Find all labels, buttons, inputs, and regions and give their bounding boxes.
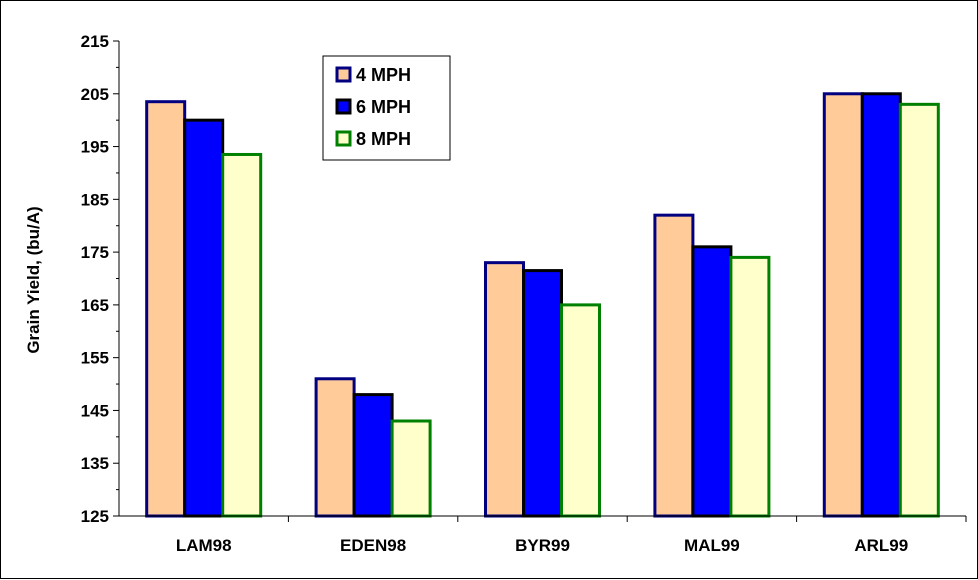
bar-4-mph-arl99 (822, 92, 864, 518)
legend-label: 6 MPH (356, 97, 411, 117)
y-tick-label: 215 (81, 32, 109, 51)
bar-6-mph-lam98 (183, 118, 225, 518)
y-tick-label: 205 (81, 85, 109, 104)
bar-4-mph-eden98 (314, 377, 356, 518)
y-axis-ticks: 125 135 145 155 165 175 185 195 205 215 (81, 32, 119, 526)
x-tick-label: ARL99 (854, 536, 908, 555)
bar-8-mph-mal99 (729, 255, 771, 518)
legend-swatch-6-mph (335, 98, 352, 115)
bar-8-mph-arl99 (898, 102, 940, 518)
bar-8-mph-eden98 (390, 419, 432, 518)
x-tick-label: BYR99 (515, 536, 570, 555)
legend-swatch-8-mph (335, 130, 352, 147)
bar-4-mph-byr99 (484, 261, 525, 518)
x-tick-label: MAL99 (684, 536, 740, 555)
bar-8-mph-lam98 (221, 152, 263, 518)
bar-8-mph-byr99 (560, 303, 601, 518)
y-tick-label: 155 (81, 349, 109, 368)
y-tick-label: 135 (81, 454, 109, 473)
x-tick-label: LAM98 (176, 536, 232, 555)
legend: 4 MPH 6 MPH 8 MPH (322, 55, 451, 161)
y-tick-label: 185 (81, 190, 109, 209)
legend-swatch-4-mph (335, 66, 352, 83)
legend-label: 4 MPH (356, 65, 411, 85)
bar-4-mph-lam98 (145, 100, 187, 518)
bar-6-mph-byr99 (522, 269, 563, 518)
y-tick-label: 165 (81, 296, 109, 315)
y-tick-label: 195 (81, 138, 109, 157)
y-axis-title: Grain Yield, (bu/A) (24, 206, 43, 353)
bar-6-mph-eden98 (352, 393, 394, 518)
bar-6-mph-arl99 (860, 92, 902, 518)
bar-6-mph-mal99 (691, 245, 733, 518)
x-axis-ticks: LAM98 EDEN98 BYR99 MAL99 ARL99 (176, 516, 967, 555)
bar-4-mph-mal99 (653, 213, 695, 518)
y-tick-label: 175 (81, 243, 109, 262)
x-tick-label: EDEN98 (340, 536, 406, 555)
bars (145, 92, 940, 518)
y-tick-label: 145 (81, 401, 109, 420)
legend-label: 8 MPH (356, 129, 411, 149)
y-tick-label: 125 (81, 507, 109, 526)
